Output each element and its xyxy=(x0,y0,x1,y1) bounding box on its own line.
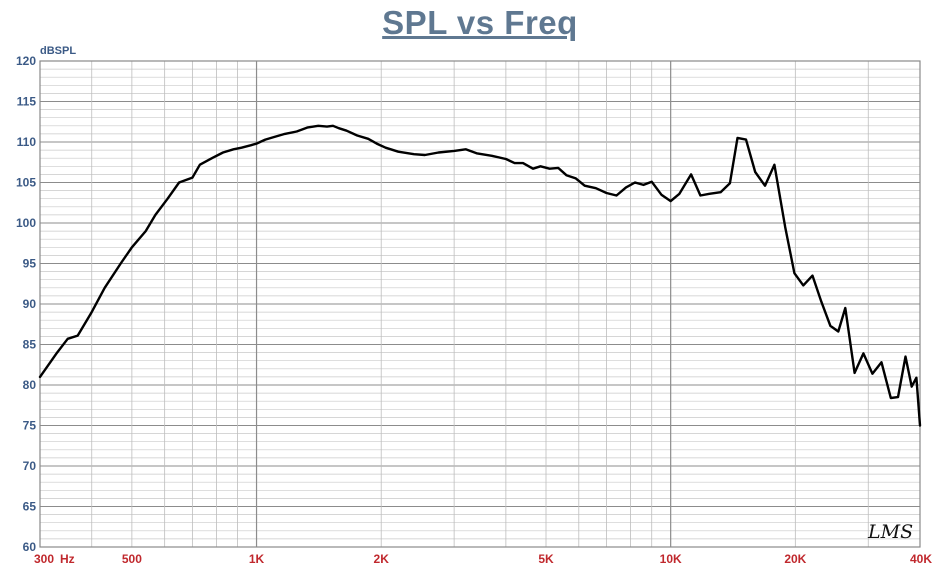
x-tick-label: 300 xyxy=(34,552,54,566)
y-tick-label: 65 xyxy=(23,500,37,514)
x-tick-label: 1K xyxy=(249,552,265,566)
y-tick-label: 120 xyxy=(16,54,36,68)
x-tick-label: 5K xyxy=(538,552,554,566)
x-tick-label: 10K xyxy=(660,552,682,566)
y-tick-label: 85 xyxy=(23,338,37,352)
grid xyxy=(39,60,921,548)
x-tick-label: 500 xyxy=(122,552,142,566)
y-tick-label: 80 xyxy=(23,378,37,392)
y-tick-label: 70 xyxy=(23,459,37,473)
y-axis-label: dBSPL xyxy=(40,45,76,57)
lms-watermark: LMS xyxy=(867,521,913,543)
y-tick-label: 105 xyxy=(16,176,36,190)
y-tick-label: 110 xyxy=(17,135,37,149)
chart-title: SPL vs Freq xyxy=(382,4,578,41)
y-tick-label: 95 xyxy=(23,257,37,271)
y-axis-ticks: 120 115 110 105 100 95 90 85 80 75 70 65 60 xyxy=(16,54,36,554)
x-tick-label: 2K xyxy=(374,552,390,566)
x-axis-unit-label: Hz xyxy=(60,552,75,566)
y-tick-label: 75 xyxy=(23,419,37,433)
y-tick-label: 90 xyxy=(23,297,37,311)
plot-frame xyxy=(39,60,921,548)
y-tick-label: 115 xyxy=(17,95,37,109)
y-tick-label: 100 xyxy=(16,216,36,230)
x-tick-label: 40K xyxy=(910,552,932,566)
x-tick-label: 20K xyxy=(784,552,806,566)
spl-series-line xyxy=(38,124,922,427)
x-axis-ticks: 300 500 1K 2K 5K 10K 20K 40K xyxy=(34,552,932,566)
y-tick-label: 60 xyxy=(23,540,37,554)
series-layer xyxy=(38,124,922,427)
